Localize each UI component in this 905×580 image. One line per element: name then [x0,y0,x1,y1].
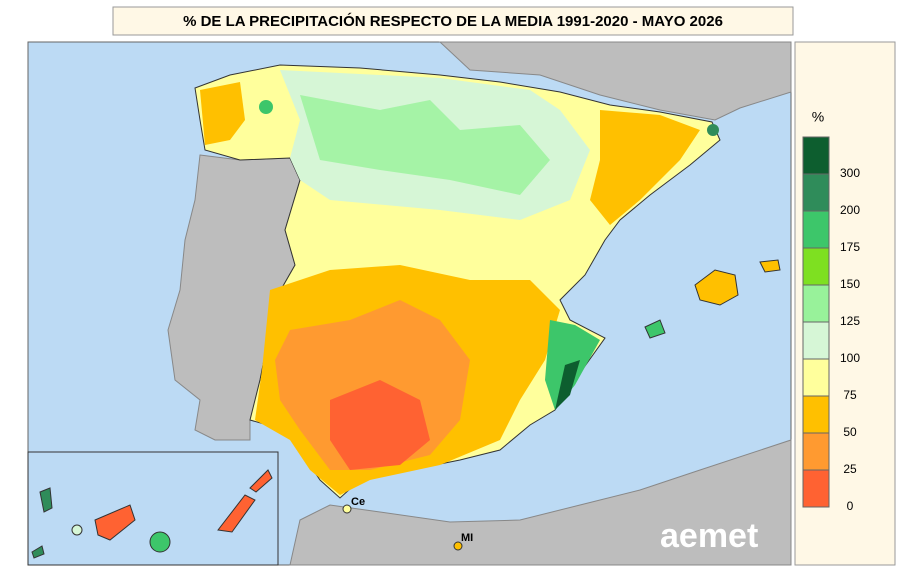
lanzarote [249,469,273,493]
legend-swatch [802,358,830,397]
legend-label: 75 [843,388,857,402]
legend-swatch [802,395,830,434]
island [31,545,45,559]
legend-label: 25 [843,462,857,476]
legend-label: 50 [843,425,857,439]
legend-swatch [802,284,830,323]
ceuta [342,504,352,514]
legend-swatch [802,321,830,360]
place-label: Ce [351,496,365,508]
legend-swatch [802,432,830,471]
island [39,487,53,513]
legend-label: 100 [840,351,860,365]
south-driest-zone [330,380,430,470]
france [438,41,792,121]
tenerife [94,504,136,541]
legend-label: 200 [840,203,860,217]
mallorca [694,269,739,306]
gran-canaria [149,531,171,553]
legend-swatch [802,247,830,286]
logo: aemet [660,517,758,555]
north-wet-zone [300,95,550,195]
legend-label: 125 [840,314,860,328]
melilla [453,541,463,551]
legend-swatch [802,469,830,508]
island [71,524,83,536]
wet-spot [707,124,719,136]
legend: 300 200 175 150 125 100 75 50 25 0 [802,136,860,513]
legend-label: 0 [847,499,854,513]
title-box [112,6,794,36]
ibiza [644,319,666,339]
map: Ce MI aemet [27,41,792,566]
legend-unit: % [812,109,824,125]
menorca [759,259,781,273]
southeast-very-wet-zone [555,360,580,410]
legend-swatch [802,136,830,175]
galicia-dry-zone [200,82,245,145]
fuerteventura [217,494,256,533]
legend-label: 300 [840,166,860,180]
legend-label: 175 [840,240,860,254]
place-label: MI [461,532,473,544]
wet-spot [259,100,273,114]
legend-label: 150 [840,277,860,291]
title: % DE LA PRECIPITACIÓN RESPECTO DE LA MED… [183,12,723,30]
east-dry-zone [590,110,700,225]
africa [289,439,792,566]
legend-swatch [802,173,830,212]
legend-swatch [802,210,830,249]
